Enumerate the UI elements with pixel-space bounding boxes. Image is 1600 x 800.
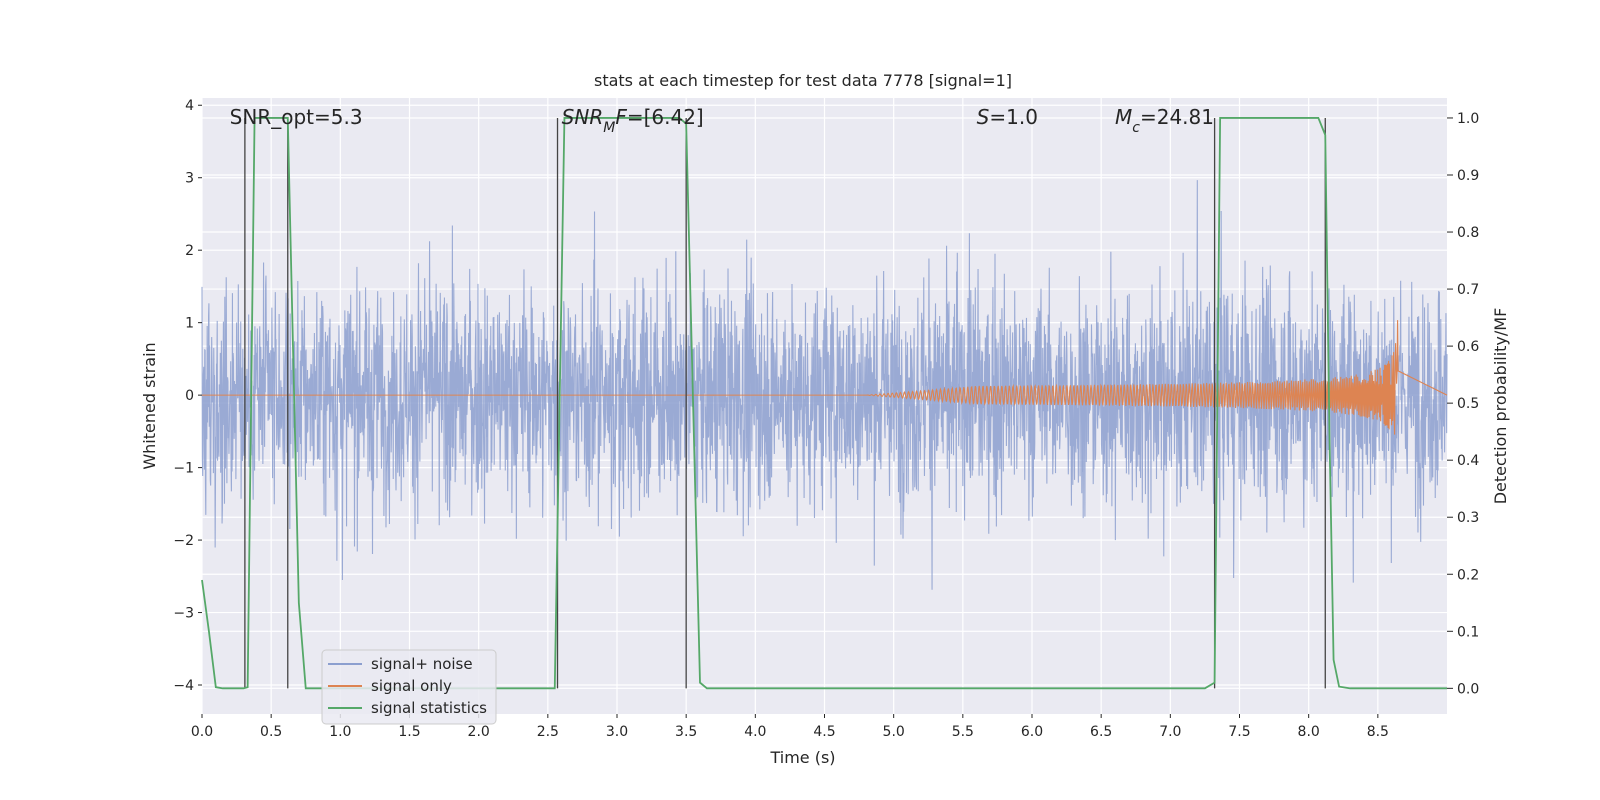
- x-tick-label: 7.0: [1159, 724, 1181, 740]
- x-tick-label: 0.5: [260, 724, 282, 740]
- vertical-markers: [244, 117, 1326, 689]
- x-axis-label: Time (s): [769, 748, 835, 767]
- series-line-signal-only: [202, 320, 1448, 435]
- y-right-tick-label: 0.5: [1457, 396, 1479, 412]
- x-tick-label: 3.5: [675, 724, 697, 740]
- legend: signal+ noise signal only signal statist…: [321, 649, 497, 725]
- annotation-2: S=1.0: [977, 105, 1038, 129]
- y-left-tick-label: 1: [185, 316, 194, 332]
- y-left-tick-label: 3: [185, 171, 194, 187]
- x-tick-label: 8.5: [1367, 724, 1389, 740]
- y-left-axis-label: Whitened strain: [140, 342, 159, 469]
- annotation-part: =1.0: [989, 105, 1038, 129]
- x-tick-label: 3.0: [606, 724, 628, 740]
- annotation-part: M: [1115, 105, 1132, 129]
- y-right-tick-label: 0.0: [1457, 681, 1479, 697]
- y-right-tick-label: 0.9: [1457, 168, 1479, 184]
- x-tick-label: 2.0: [468, 724, 490, 740]
- x-tick-label: 5.5: [952, 724, 974, 740]
- y-right-tick-label: 0.3: [1457, 510, 1479, 526]
- legend-frame: [321, 649, 497, 725]
- x-tick-label: 0.0: [191, 724, 213, 740]
- annotation-0: SNR_opt=5.3: [230, 105, 363, 129]
- y-right-tick-label: 0.4: [1457, 453, 1479, 469]
- x-tick-label: 5.0: [883, 724, 905, 740]
- y-left-tick-label: −4: [173, 678, 194, 694]
- annotation-1: SNRMF=[6.42]: [562, 105, 704, 136]
- x-axis-ticks: 0.0 0.5 1.0 1.5 2.0 2.5 3.0 3.5 4.0 4.5 5.0 5.5 6.0 6…: [191, 714, 1389, 740]
- x-tick-label: 2.5: [537, 724, 559, 740]
- y-right-tick-label: 0.6: [1457, 339, 1479, 355]
- series-signal-statistics: [201, 117, 1447, 690]
- x-tick-label: 6.5: [1090, 724, 1112, 740]
- annotation-part: =[6.42]: [627, 105, 704, 129]
- annotation-part: S: [977, 105, 990, 129]
- x-tick-label: 4.0: [744, 724, 766, 740]
- annotations: SNR_opt=5.3 SNRMF=[6.42] S=1.0 Mc=24.81: [230, 105, 1214, 136]
- y-right-tick-label: 1.0: [1457, 111, 1479, 127]
- annotation-part: M: [603, 120, 615, 136]
- x-tick-label: 8.0: [1298, 724, 1320, 740]
- annotation-part: SNR: [562, 105, 604, 129]
- annotation-part: =24.81: [1140, 105, 1214, 129]
- y-left-tick-label: −2: [173, 533, 194, 549]
- y-left-axis-ticks: 4 3 2 1 0 −1 −2 −3 −4: [173, 98, 202, 694]
- y-left-tick-label: −1: [173, 461, 194, 477]
- y-left-tick-label: 2: [185, 243, 194, 259]
- x-tick-label: 1.0: [329, 724, 351, 740]
- y-right-axis-ticks: 1.0 0.9 0.8 0.7 0.6 0.5 0.4 0.3 0.2 0.1 0.0: [1447, 111, 1479, 697]
- legend-label-signal-only: signal only: [371, 677, 452, 695]
- y-right-tick-label: 0.7: [1457, 282, 1479, 298]
- annotation-part: SNR_opt=5.3: [230, 105, 363, 129]
- y-right-tick-label: 0.2: [1457, 567, 1479, 583]
- x-tick-label: 1.5: [398, 724, 420, 740]
- y-left-tick-label: 4: [185, 98, 194, 114]
- annotation-part: F: [615, 105, 627, 129]
- x-tick-label: 4.5: [813, 724, 835, 740]
- legend-label-signal-noise: signal+ noise: [371, 655, 473, 673]
- y-right-tick-label: 0.8: [1457, 225, 1479, 241]
- y-left-tick-label: −3: [173, 606, 194, 622]
- x-tick-label: 6.0: [1021, 724, 1043, 740]
- y-right-tick-label: 0.1: [1457, 624, 1479, 640]
- y-left-tick-label: 0: [185, 388, 194, 404]
- x-tick-label: 7.5: [1228, 724, 1250, 740]
- series-line-signal-statistics: [201, 117, 1447, 690]
- chart-title: stats at each timestep for test data 777…: [594, 71, 1012, 90]
- y-right-axis-label: Detection probability/MF: [1491, 308, 1510, 505]
- annotation-part: c: [1132, 120, 1140, 136]
- legend-label-signal-statistics: signal statistics: [371, 699, 487, 717]
- annotation-3: Mc=24.81: [1115, 105, 1214, 136]
- series-signal-only: [202, 320, 1448, 435]
